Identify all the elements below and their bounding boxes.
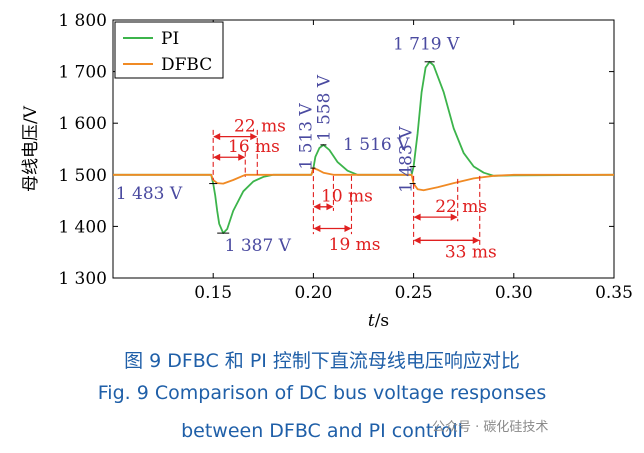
arrow-head-left bbox=[313, 224, 321, 232]
plot-area bbox=[112, 19, 615, 279]
value-label: 1 513 V bbox=[296, 103, 316, 170]
x-tick-label: 0.20 bbox=[294, 283, 332, 303]
arrow-head-right bbox=[326, 203, 334, 211]
arrow-head-left bbox=[413, 236, 421, 244]
duration-label: 22 ms bbox=[435, 197, 487, 217]
watermark: 公众号 · 碳化硅技术 bbox=[432, 420, 549, 435]
series-line-dfbc bbox=[113, 167, 614, 192]
arrow-head-right bbox=[472, 236, 480, 244]
plot-frame bbox=[112, 19, 615, 279]
arrow-head-right bbox=[250, 133, 258, 141]
value-label: 1 516 V bbox=[343, 135, 410, 155]
x-tick-label: 0.25 bbox=[395, 283, 433, 303]
duration-label: 16 ms bbox=[228, 137, 280, 157]
x-axis-label: t/s bbox=[368, 311, 389, 331]
y-tick-label: 1 400 bbox=[58, 217, 107, 237]
x-tick-label: 0.35 bbox=[595, 283, 633, 303]
value-label: 1 387 V bbox=[225, 236, 292, 256]
y-tick-label: 1 600 bbox=[58, 114, 107, 134]
value-label: 1 558 V bbox=[314, 74, 334, 141]
legend: PI DFBC bbox=[114, 21, 224, 79]
x-tick-label: 0.30 bbox=[495, 283, 533, 303]
arrow-head-left bbox=[213, 153, 221, 161]
figure-caption-en-line1: Fig. 9 Comparison of DC bus voltage resp… bbox=[97, 382, 547, 404]
duration-label: 19 ms bbox=[329, 235, 381, 255]
legend-label-pi: PI bbox=[161, 29, 179, 49]
arrow-head-right bbox=[344, 224, 352, 232]
chart: 0.15 0.20 0.25 0.30 0.35 1 300 1 400 1 500 1 600… bbox=[21, 11, 633, 331]
y-tick-label: 1 700 bbox=[58, 63, 107, 83]
y-tick-label: 1 800 bbox=[58, 11, 107, 31]
y-tick-label: 1 500 bbox=[58, 166, 107, 186]
figure-caption-cn: 图 9 DFBC 和 PI 控制下直流母线电压响应对比 bbox=[124, 350, 520, 372]
arrow-head-left bbox=[413, 213, 421, 221]
value-label: 1 719 V bbox=[393, 34, 460, 54]
duration-label: 10 ms bbox=[321, 187, 373, 207]
legend-label-dfbc: DFBC bbox=[161, 55, 212, 75]
arrow-head-right bbox=[450, 213, 458, 221]
axes: 0.15 0.20 0.25 0.30 0.35 1 300 1 400 1 500 1 600… bbox=[21, 11, 633, 331]
y-tick-label: 1 300 bbox=[58, 269, 107, 289]
legend-box bbox=[114, 21, 224, 79]
arrow-head-left bbox=[313, 203, 321, 211]
y-axis-label: 母线电压/V bbox=[21, 105, 41, 192]
duration-label: 22 ms bbox=[234, 116, 286, 136]
arrow-head-right bbox=[238, 153, 246, 161]
x-tick-label: 0.15 bbox=[194, 283, 232, 303]
value-label: 1 483 V bbox=[116, 184, 183, 204]
duration-label: 33 ms bbox=[445, 242, 497, 262]
figure-caption-en-line2: between DFBC and PI controll bbox=[181, 420, 463, 442]
arrow-head-left bbox=[213, 133, 221, 141]
value-label: 1 483 V bbox=[397, 126, 417, 193]
